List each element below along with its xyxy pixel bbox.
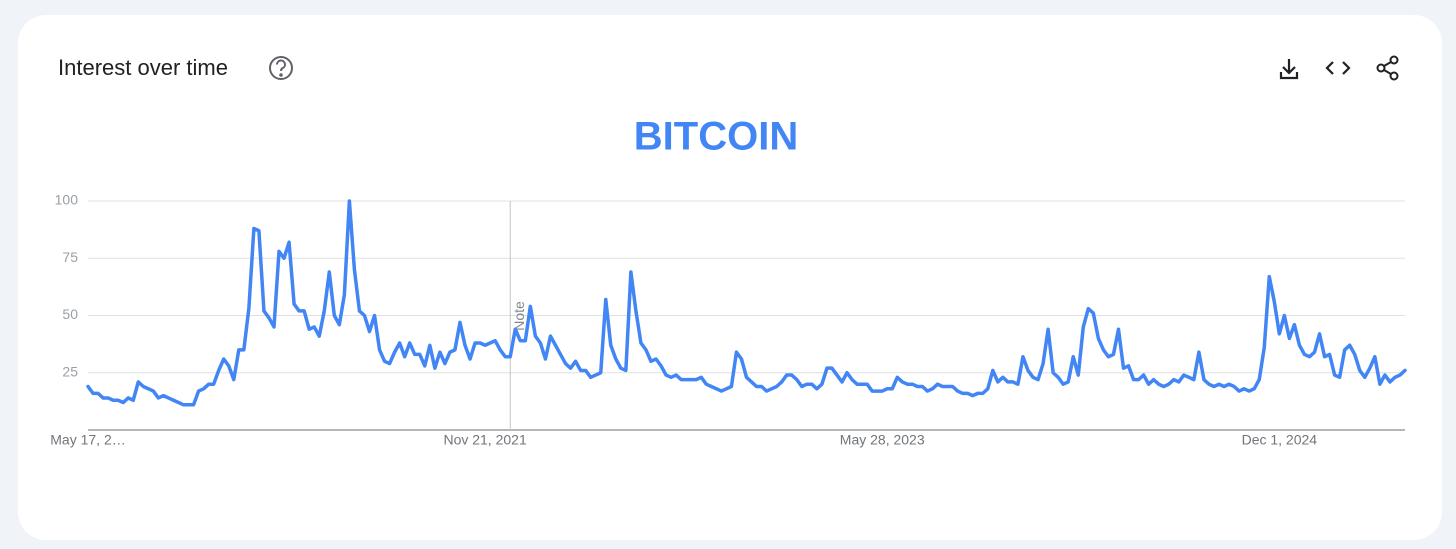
y-tick-label: 75 [62,249,78,265]
y-tick-label: 100 [55,192,79,208]
x-tick-label: May 17, 2… [50,432,125,448]
x-tick-label: May 28, 2023 [840,432,925,448]
x-tick-label: Nov 21, 2021 [443,432,526,448]
y-tick-label: 50 [62,306,78,322]
chart-title: BITCOIN [634,115,798,159]
x-tick-label: Dec 1, 2024 [1242,432,1318,448]
embed-icon[interactable] [1325,61,1351,75]
line [86,199,1407,407]
share-icon[interactable] [1376,55,1399,81]
annotation-label: Note [511,301,527,331]
card [18,15,1442,540]
y-tick-label: 25 [62,363,78,379]
download-icon[interactable] [1279,59,1299,80]
help-icon[interactable] [269,56,293,80]
header-title: Interest over time [58,55,228,80]
